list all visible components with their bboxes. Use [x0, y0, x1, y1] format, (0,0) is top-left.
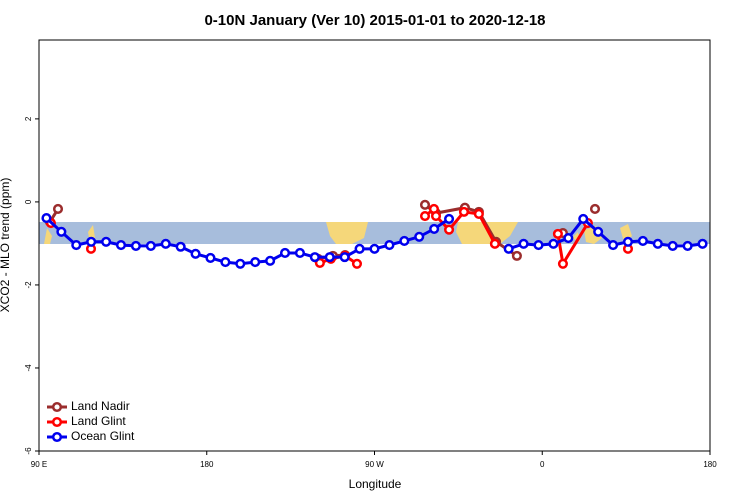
data-point — [419, 199, 431, 210]
data-point — [160, 238, 171, 249]
y-axis-label: XCO2 - MLO trend (ppm) — [0, 178, 12, 313]
data-point — [41, 213, 52, 224]
data-point — [175, 241, 186, 252]
data-point — [682, 240, 693, 251]
y-tick-label: -6 — [24, 447, 33, 455]
data-point — [115, 240, 127, 251]
data-point — [265, 255, 276, 266]
data-point — [130, 240, 141, 251]
y-tick-label: 0 — [24, 199, 33, 204]
data-point — [473, 208, 484, 219]
map-strip — [39, 222, 710, 244]
data-point — [430, 210, 442, 222]
x-axis-label: Longitude — [349, 477, 402, 491]
data-point — [667, 240, 678, 251]
data-point — [533, 240, 544, 251]
y-tick-label: -4 — [24, 364, 33, 372]
data-point — [351, 258, 363, 269]
chart-title: 0-10N January (Ver 10) 2015-01-01 to 202… — [204, 12, 545, 29]
data-point — [511, 250, 522, 261]
legend-marker — [51, 401, 63, 413]
x-tick-label: 180 — [703, 460, 717, 469]
x-tick-label: 180 — [200, 460, 214, 469]
data-point — [399, 235, 410, 246]
data-point — [324, 252, 335, 263]
data-point — [608, 240, 619, 251]
data-point — [309, 252, 320, 263]
legend-label: Ocean Glint — [71, 429, 135, 443]
data-point — [503, 243, 514, 254]
x-tick-label: 90 E — [31, 460, 47, 469]
data-point — [518, 238, 529, 249]
data-point — [697, 238, 708, 249]
data-point — [220, 257, 231, 268]
data-point — [71, 240, 82, 251]
data-point — [190, 248, 201, 259]
y-tick-label: -2 — [24, 281, 33, 289]
x-tick-label: 0 — [540, 460, 545, 469]
data-point — [86, 236, 97, 247]
data-point — [557, 258, 568, 269]
data-point — [489, 238, 500, 249]
y-tick-label: 2 — [24, 116, 33, 121]
data-point — [419, 210, 431, 222]
data-point — [548, 238, 559, 249]
data-point — [56, 226, 67, 237]
data-point — [101, 236, 112, 247]
data-point — [369, 243, 380, 254]
data-point — [552, 228, 563, 239]
data-point — [354, 243, 365, 254]
data-point — [250, 257, 261, 268]
data-point — [578, 213, 589, 224]
data-point — [279, 247, 291, 259]
data-point — [235, 258, 246, 269]
data-point — [294, 247, 305, 259]
data-point — [622, 236, 634, 247]
data-point — [589, 203, 601, 215]
legend-label: Land Glint — [71, 414, 126, 428]
legend-marker — [51, 416, 63, 428]
data-point — [339, 252, 350, 263]
data-point — [563, 232, 574, 244]
data-point — [52, 203, 64, 215]
x-tick-label: 90 W — [365, 460, 384, 469]
data-point — [384, 240, 395, 251]
data-point — [414, 231, 425, 242]
data-point — [444, 224, 455, 235]
data-point — [205, 252, 216, 264]
legend-marker — [51, 431, 63, 443]
data-point — [637, 235, 648, 246]
data-point — [145, 240, 156, 251]
data-point — [593, 226, 604, 237]
data-point — [429, 223, 440, 234]
data-point — [444, 213, 455, 224]
data-point — [652, 238, 663, 249]
data-point — [458, 206, 470, 217]
legend-label: Land Nadir — [71, 399, 130, 413]
